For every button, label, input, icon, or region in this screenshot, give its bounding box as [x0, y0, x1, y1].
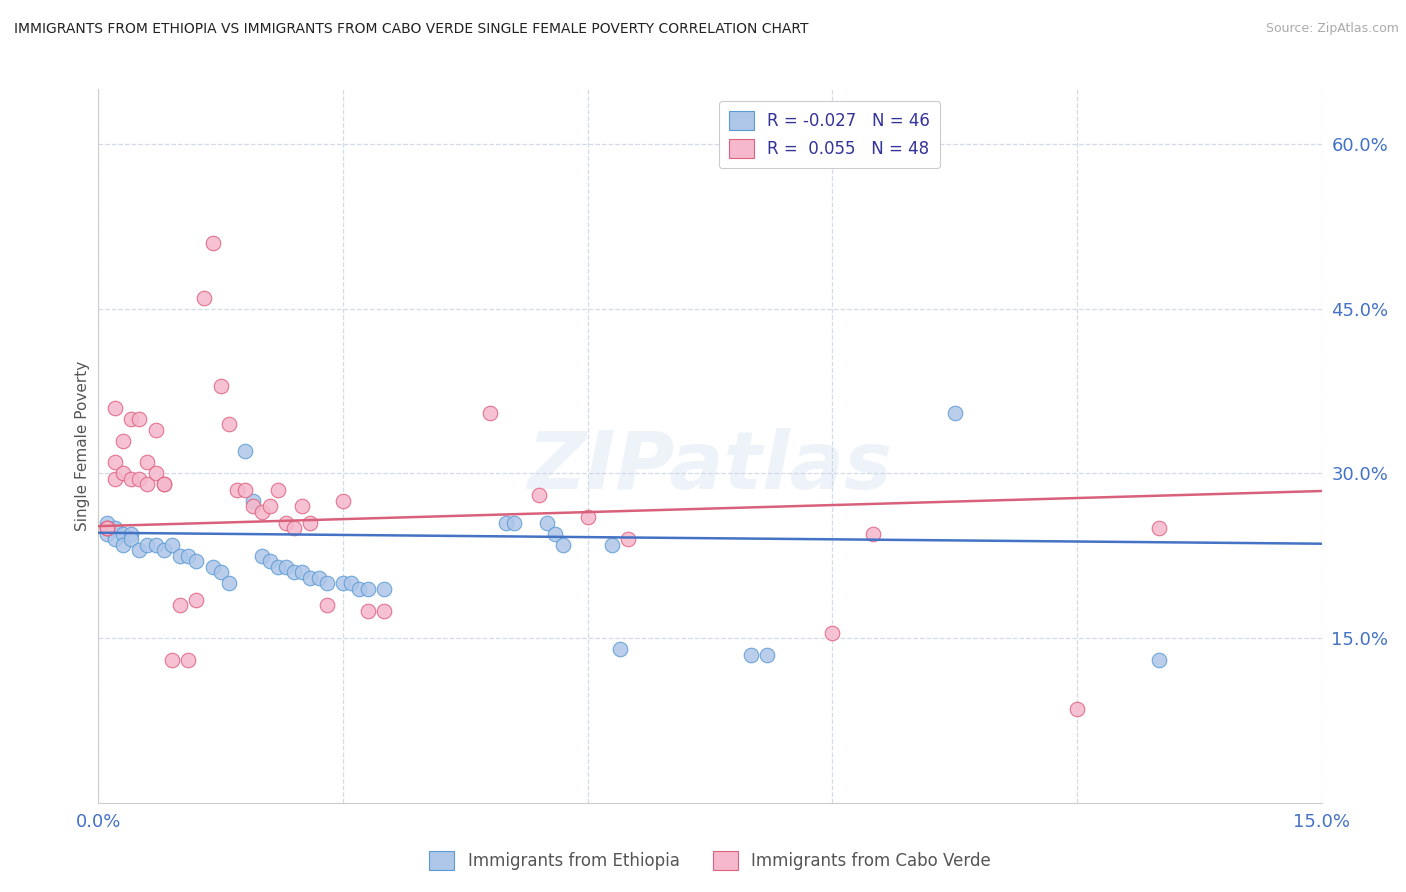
Point — [495, 516, 517, 530]
Point — [136, 455, 159, 469]
Point — [152, 543, 174, 558]
Point — [943, 406, 966, 420]
Point — [209, 378, 232, 392]
Point — [160, 538, 183, 552]
Point — [201, 559, 224, 574]
Point — [120, 526, 142, 541]
Point — [136, 477, 159, 491]
Point — [242, 494, 264, 508]
Point — [267, 483, 290, 497]
Point — [544, 526, 567, 541]
Point — [356, 582, 378, 596]
Point — [267, 559, 290, 574]
Point — [96, 521, 118, 535]
Point — [177, 549, 200, 563]
Point — [104, 472, 127, 486]
Point — [250, 505, 273, 519]
Point — [283, 521, 305, 535]
Point — [356, 604, 378, 618]
Point — [120, 411, 142, 425]
Point — [201, 235, 224, 250]
Point — [136, 538, 159, 552]
Point — [96, 521, 118, 535]
Point — [299, 516, 322, 530]
Point — [340, 576, 363, 591]
Point — [600, 538, 623, 552]
Point — [152, 477, 174, 491]
Point — [128, 411, 150, 425]
Point — [259, 554, 281, 568]
Point — [169, 549, 191, 563]
Point — [218, 417, 240, 431]
Point — [128, 543, 150, 558]
Point — [1147, 521, 1170, 535]
Point — [315, 598, 337, 612]
Point — [527, 488, 550, 502]
Point — [145, 538, 167, 552]
Point — [862, 526, 884, 541]
Point — [740, 648, 762, 662]
Point — [104, 521, 127, 535]
Point — [104, 401, 127, 415]
Legend: Immigrants from Ethiopia, Immigrants from Cabo Verde: Immigrants from Ethiopia, Immigrants fro… — [423, 844, 997, 877]
Point — [1147, 653, 1170, 667]
Y-axis label: Single Female Poverty: Single Female Poverty — [75, 361, 90, 531]
Point — [111, 467, 134, 481]
Point — [169, 598, 191, 612]
Point — [226, 483, 249, 497]
Point — [96, 516, 118, 530]
Point — [283, 566, 305, 580]
Point — [478, 406, 501, 420]
Point — [553, 538, 575, 552]
Point — [756, 648, 779, 662]
Point — [291, 500, 314, 514]
Point — [111, 538, 134, 552]
Point — [503, 516, 526, 530]
Point — [308, 571, 330, 585]
Point — [609, 642, 631, 657]
Point — [259, 500, 281, 514]
Point — [193, 291, 215, 305]
Point — [274, 516, 297, 530]
Point — [299, 571, 322, 585]
Point — [104, 533, 127, 547]
Point — [186, 554, 208, 568]
Point — [315, 576, 337, 591]
Point — [111, 434, 134, 448]
Point — [617, 533, 640, 547]
Point — [145, 467, 167, 481]
Point — [111, 526, 134, 541]
Point — [576, 510, 599, 524]
Point — [177, 653, 200, 667]
Point — [145, 423, 167, 437]
Point — [274, 559, 297, 574]
Point — [349, 582, 371, 596]
Point — [250, 549, 273, 563]
Point — [233, 444, 256, 458]
Point — [218, 576, 240, 591]
Point — [96, 526, 118, 541]
Point — [821, 625, 844, 640]
Point — [96, 521, 118, 535]
Point — [242, 500, 264, 514]
Point — [120, 533, 142, 547]
Text: IMMIGRANTS FROM ETHIOPIA VS IMMIGRANTS FROM CABO VERDE SINGLE FEMALE POVERTY COR: IMMIGRANTS FROM ETHIOPIA VS IMMIGRANTS F… — [14, 22, 808, 37]
Point — [120, 472, 142, 486]
Point — [104, 455, 127, 469]
Point — [332, 494, 354, 508]
Point — [373, 604, 395, 618]
Point — [373, 582, 395, 596]
Point — [209, 566, 232, 580]
Point — [291, 566, 314, 580]
Point — [160, 653, 183, 667]
Text: ZIPatlas: ZIPatlas — [527, 428, 893, 507]
Text: Source: ZipAtlas.com: Source: ZipAtlas.com — [1265, 22, 1399, 36]
Point — [536, 516, 558, 530]
Point — [1066, 702, 1088, 716]
Point — [233, 483, 256, 497]
Point — [128, 472, 150, 486]
Point — [152, 477, 174, 491]
Point — [332, 576, 354, 591]
Point — [186, 592, 208, 607]
